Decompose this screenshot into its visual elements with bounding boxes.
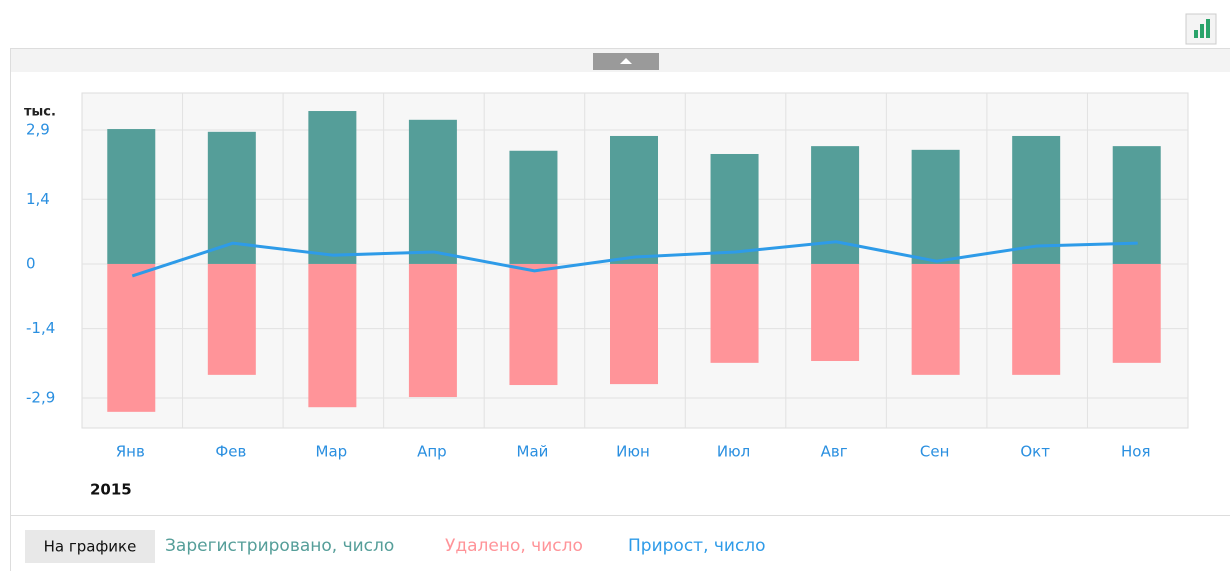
bar xyxy=(409,120,457,264)
x-tick-label: Окт xyxy=(1020,443,1050,461)
bar xyxy=(1012,264,1060,375)
x-tick-label: Сен xyxy=(920,443,950,461)
bar xyxy=(711,154,759,264)
x-tick-label: Апр xyxy=(417,443,447,461)
icon-bar xyxy=(1206,19,1210,38)
x-tick-label: Июн xyxy=(616,443,650,461)
bar xyxy=(409,264,457,397)
bar xyxy=(308,264,356,407)
year-label: 2015 xyxy=(90,481,132,499)
y-tick-label: 0 xyxy=(26,254,36,272)
bar xyxy=(308,111,356,264)
x-tick-label: Мар xyxy=(316,443,348,461)
bar xyxy=(107,264,155,412)
bar xyxy=(1113,146,1161,264)
y-tick-label: -2,9 xyxy=(26,388,55,406)
icon-bar xyxy=(1194,30,1198,38)
x-tick-label: Ноя xyxy=(1121,443,1150,461)
x-tick-label: Июл xyxy=(717,443,750,461)
legend-item: Прирост, число xyxy=(628,536,766,556)
legend-title: На графике xyxy=(44,538,137,556)
legend-item: Удалено, число xyxy=(445,536,583,556)
y-tick-label: 2,9 xyxy=(26,120,50,138)
bar xyxy=(208,264,256,375)
y-tick-label: -1,4 xyxy=(26,319,55,337)
bar xyxy=(610,264,658,384)
unit-label: тыс. xyxy=(24,105,56,120)
bar xyxy=(107,129,155,264)
x-tick-label: Май xyxy=(517,443,549,461)
x-tick-label: Фев xyxy=(215,443,246,461)
icon-bar xyxy=(1200,24,1204,38)
bar xyxy=(509,264,557,385)
bar xyxy=(610,136,658,264)
x-tick-label: Авг xyxy=(821,443,848,461)
legend-item: Зарегистрировано, число xyxy=(165,536,394,556)
bar xyxy=(811,264,859,361)
bar xyxy=(912,150,960,264)
bar xyxy=(1113,264,1161,363)
bar xyxy=(711,264,759,363)
bar xyxy=(912,264,960,375)
bar xyxy=(509,151,557,264)
x-tick-label: Янв xyxy=(116,443,145,461)
y-tick-label: 1,4 xyxy=(26,190,50,208)
